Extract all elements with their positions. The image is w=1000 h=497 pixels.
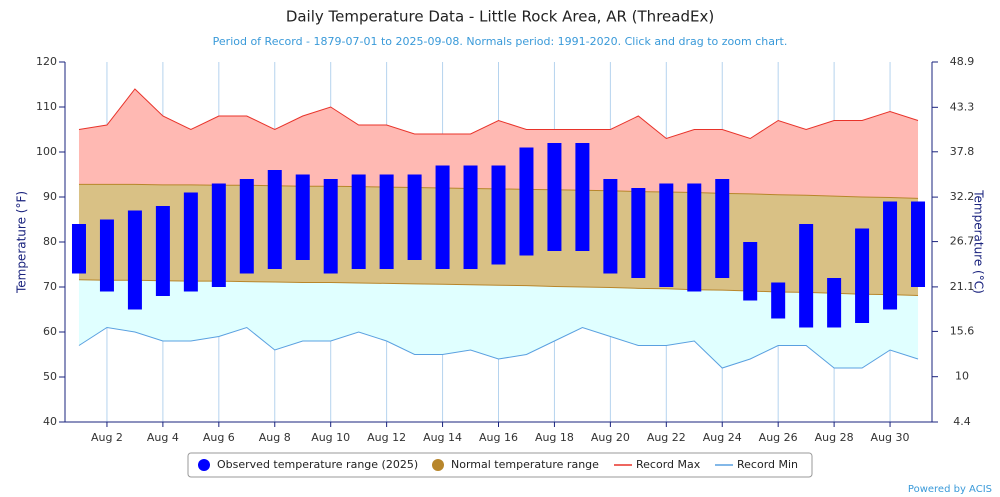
x-tick-label: Aug 4 xyxy=(147,431,179,444)
chart-title: Daily Temperature Data - Little Rock Are… xyxy=(286,8,714,26)
y2-tick-label: 48.9 xyxy=(950,55,975,68)
observed-bar xyxy=(631,188,646,278)
y-tick-label: 100 xyxy=(36,145,57,158)
y2-tick-label: 32.2 xyxy=(950,190,975,203)
credits[interactable]: Powered by ACIS xyxy=(908,484,992,495)
y-tick-label: 50 xyxy=(43,370,57,383)
record-line xyxy=(78,326,919,369)
y-tick-label: 90 xyxy=(43,190,57,203)
observed-bar xyxy=(295,174,310,260)
observed-bar xyxy=(771,282,786,319)
legend-swatch xyxy=(432,459,444,471)
x-tick-label: Aug 14 xyxy=(423,431,462,444)
observed-bar xyxy=(547,143,562,251)
y-tick-label: 80 xyxy=(43,235,57,248)
x-tick-label: Aug 2 xyxy=(91,431,123,444)
observed-bar xyxy=(603,179,618,274)
observed-bar xyxy=(883,201,898,310)
x-tick-label: Aug 26 xyxy=(759,431,798,444)
x-tick-label: Aug 22 xyxy=(647,431,686,444)
x-tick-label: Aug 6 xyxy=(203,431,235,444)
observed-bar xyxy=(855,228,870,323)
y-axis-title: Temperature (°F) xyxy=(15,191,29,294)
y-tick-label: 70 xyxy=(43,280,57,293)
observed-bar xyxy=(407,174,422,260)
observed-bar xyxy=(715,179,730,278)
observed-bar xyxy=(659,183,674,287)
chart-subtitle: Period of Record - 1879-07-01 to 2025-09… xyxy=(213,35,788,48)
x-tick-label: Aug 18 xyxy=(535,431,574,444)
y-tick-label: 40 xyxy=(43,415,57,428)
y2-tick-label: 10 xyxy=(955,370,969,383)
x-tick-label: Aug 8 xyxy=(259,431,291,444)
observed-bar xyxy=(687,183,702,292)
observed-bar xyxy=(99,219,114,292)
y2-tick-label: 43.3 xyxy=(950,100,975,113)
observed-bar xyxy=(799,224,814,328)
x-tick-label: Aug 30 xyxy=(871,431,910,444)
record-max-area xyxy=(78,89,919,199)
legend-label[interactable]: Record Max xyxy=(636,458,701,471)
x-tick-label: Aug 12 xyxy=(367,431,406,444)
record-line xyxy=(78,88,919,140)
y-tick-label: 120 xyxy=(36,55,57,68)
legend-label[interactable]: Normal temperature range xyxy=(451,458,599,471)
y-tick-label: 110 xyxy=(36,100,57,113)
observed-bar xyxy=(519,147,534,256)
observed-bar xyxy=(267,170,282,269)
observed-bar xyxy=(743,242,758,301)
x-tick-label: Aug 10 xyxy=(311,431,350,444)
observed-bar xyxy=(575,143,590,251)
legend-swatch xyxy=(198,459,210,471)
y2-tick-label: 21.1 xyxy=(950,280,975,293)
y2-tick-label: 26.7 xyxy=(950,235,975,248)
x-tick-label: Aug 16 xyxy=(479,431,518,444)
observed-bar xyxy=(211,183,226,287)
x-tick-label: Aug 28 xyxy=(815,431,854,444)
y2-axis-title: Temperature (°C) xyxy=(972,189,986,294)
x-tick-label: Aug 20 xyxy=(591,431,630,444)
observed-bar xyxy=(351,174,366,269)
observed-bar xyxy=(379,174,394,269)
observed-bar xyxy=(323,179,338,274)
y2-tick-label: 37.8 xyxy=(950,145,975,158)
observed-bar xyxy=(463,165,478,269)
y2-tick-label: 4.4 xyxy=(953,415,971,428)
legend-label[interactable]: Record Min xyxy=(737,458,798,471)
observed-bar xyxy=(491,165,506,265)
observed-bar xyxy=(183,192,198,292)
observed-bar xyxy=(239,179,254,274)
y-tick-label: 60 xyxy=(43,325,57,338)
observed-bar xyxy=(127,210,142,310)
observed-bar xyxy=(435,165,450,269)
x-tick-label: Aug 24 xyxy=(703,431,742,444)
observed-bar xyxy=(71,224,86,274)
y2-tick-label: 15.6 xyxy=(950,324,975,337)
record-min-area xyxy=(78,279,919,368)
observed-bar xyxy=(911,201,926,287)
legend-box xyxy=(187,452,813,478)
observed-bar xyxy=(155,206,170,296)
observed-bar xyxy=(827,278,842,328)
legend-label[interactable]: Observed temperature range (2025) xyxy=(217,458,418,471)
